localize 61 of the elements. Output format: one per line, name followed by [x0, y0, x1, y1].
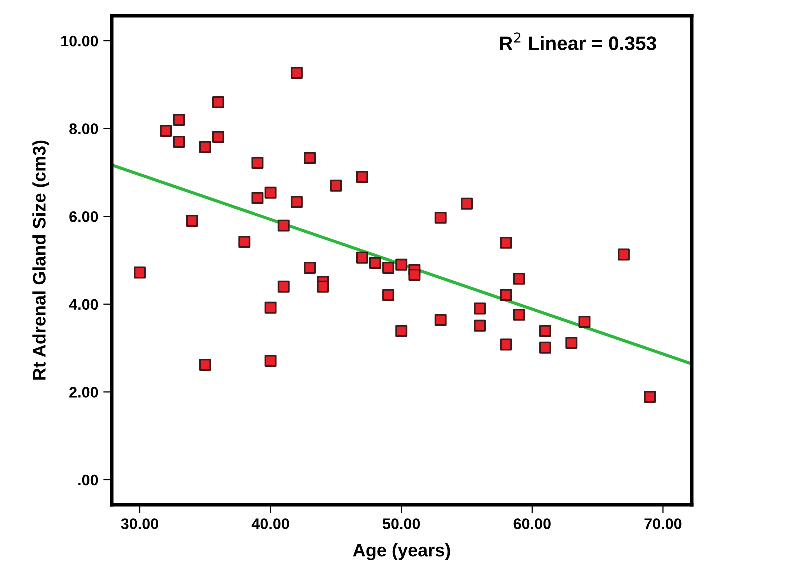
x-axis-title: Age (years) — [353, 544, 450, 560]
point — [199, 358, 212, 371]
point — [434, 314, 447, 326]
point — [461, 198, 473, 210]
point — [330, 180, 342, 192]
x-tick-label: 30.00 — [121, 518, 158, 530]
point — [264, 302, 277, 314]
point — [408, 269, 421, 281]
point — [369, 257, 382, 270]
y-tick-label: 10.00 — [62, 36, 98, 47]
point — [434, 212, 447, 224]
point — [212, 96, 224, 108]
point — [396, 325, 408, 338]
x-tick-label: 60.00 — [514, 518, 551, 530]
point — [396, 258, 408, 271]
x-tick-label: 40.00 — [252, 518, 290, 530]
y-tick-label: .00 — [78, 474, 98, 486]
y-axis-title: Rt Adrenal Gland Size (cm3) — [32, 140, 50, 380]
point — [618, 248, 630, 261]
point — [474, 320, 486, 332]
point — [238, 236, 251, 248]
point — [278, 220, 290, 232]
point — [264, 355, 277, 368]
y-tick-label: 8.00 — [70, 124, 98, 134]
point — [290, 67, 303, 80]
point — [356, 252, 368, 264]
point — [160, 125, 172, 137]
point — [500, 236, 512, 249]
y-tick-label: 2.00 — [70, 387, 98, 398]
point — [540, 325, 552, 338]
point — [304, 262, 316, 274]
point — [278, 280, 290, 293]
point — [173, 136, 186, 148]
point — [578, 316, 591, 328]
point — [290, 196, 303, 208]
point — [382, 289, 395, 302]
point — [500, 289, 512, 302]
point — [173, 114, 186, 126]
point — [134, 266, 146, 279]
point — [264, 186, 277, 199]
point — [513, 308, 526, 321]
point — [199, 141, 212, 154]
annotation: R$^{2}$ Linear = 0.353 — [500, 32, 656, 50]
point — [382, 262, 395, 274]
point — [540, 342, 552, 354]
y-tick-label: 6.00 — [70, 211, 98, 222]
x-tick-label: 50.00 — [382, 518, 420, 530]
point — [252, 157, 264, 170]
point — [474, 302, 486, 315]
point — [186, 215, 198, 227]
point — [317, 280, 330, 293]
point — [304, 152, 316, 164]
point — [566, 337, 578, 350]
point — [356, 171, 368, 184]
point — [212, 131, 224, 144]
point — [252, 192, 264, 204]
point — [644, 391, 656, 403]
point — [513, 272, 526, 285]
y-tick-label: 4.00 — [69, 299, 98, 310]
point — [500, 338, 512, 351]
x-tick-label: 70.00 — [644, 518, 682, 530]
